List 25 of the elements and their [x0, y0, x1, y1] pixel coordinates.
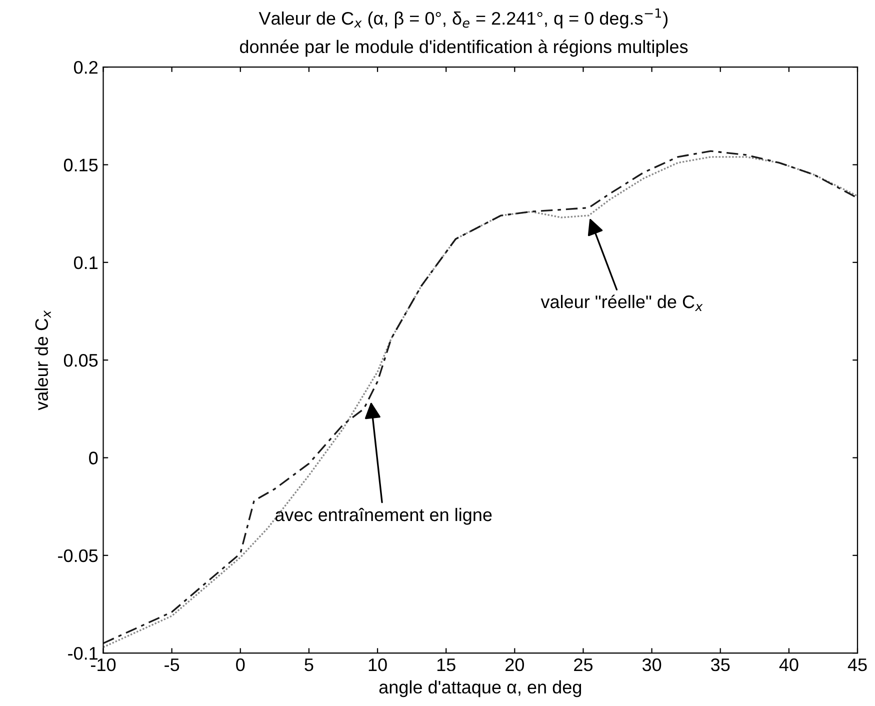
- y-tick-label: -0.1: [68, 646, 98, 660]
- x-tick-label: -5: [164, 658, 180, 672]
- annotation: valeur "réelle" de C$_{x}$: [540, 294, 703, 311]
- x-tick-label: -10: [91, 658, 116, 672]
- x-tick-label: 15: [437, 658, 456, 672]
- y-tick-label: 0.2: [74, 61, 98, 74]
- y-tick-label: 0.1: [74, 256, 98, 270]
- annotation: avec entraînement en ligne: [275, 508, 492, 525]
- y-axis-title: valeur de C$_{x}$: [34, 310, 51, 410]
- x-tick-label: 45: [848, 658, 867, 672]
- x-tick-label: 0: [236, 658, 245, 672]
- y-tick-label: 0: [89, 452, 98, 464]
- x-tick-label: 30: [642, 658, 662, 672]
- chart-title: Valeur de C$_{x}$ (α, β = 0°, δ$_{e}$ = 2.241°, q = 0 deg.s$^{−1}$): [258, 8, 668, 28]
- x-tick-label: 40: [779, 658, 798, 672]
- x-tick-label: 5: [304, 658, 314, 672]
- y-tick-label: 0.05: [64, 354, 98, 367]
- x-tick-label: 20: [506, 658, 524, 672]
- x-tick-label: 35: [711, 658, 730, 672]
- x-axis-title: angle d'attaque α, en deg: [379, 680, 582, 698]
- x-tick-label: 10: [368, 658, 387, 672]
- y-tick-label: 0.15: [64, 158, 98, 172]
- y-tick-label: -0.05: [58, 549, 98, 562]
- chart-subtitle: donnée par le module d'identification à régions multiples: [240, 40, 688, 57]
- x-tick-label: 25: [574, 658, 593, 672]
